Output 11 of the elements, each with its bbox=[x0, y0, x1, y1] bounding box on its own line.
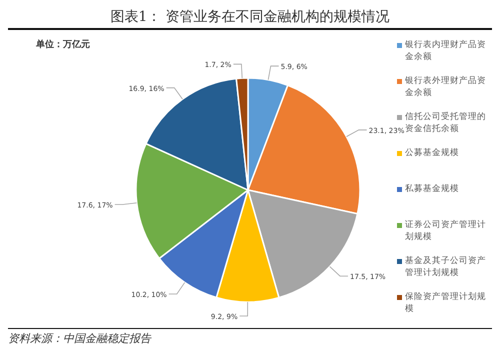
legend-label: 公募基金规模 bbox=[405, 147, 459, 159]
legend-label: 信托公司受托管理的资金信托余额 bbox=[405, 111, 487, 135]
legend-label: 保险资产管理计划规模 bbox=[405, 291, 487, 315]
text: 单位：万亿元 bbox=[36, 38, 90, 51]
legend-label: 证券公司资产管理计划规模 bbox=[405, 219, 487, 243]
text: 资料来源：中国金融稳定报告 bbox=[8, 331, 152, 346]
legend-label: 私募基金规模 bbox=[405, 183, 459, 195]
legend-label: 银行表内理财产品资金余额 bbox=[405, 39, 487, 63]
legend-label: 银行表外理财产品资金余额 bbox=[405, 75, 487, 99]
chart-title: 图表1： 资管业务在不同金融机构的规模情况 bbox=[109, 8, 391, 27]
legend-label: 基金及其子公司资产管理计划规模 bbox=[405, 255, 487, 279]
